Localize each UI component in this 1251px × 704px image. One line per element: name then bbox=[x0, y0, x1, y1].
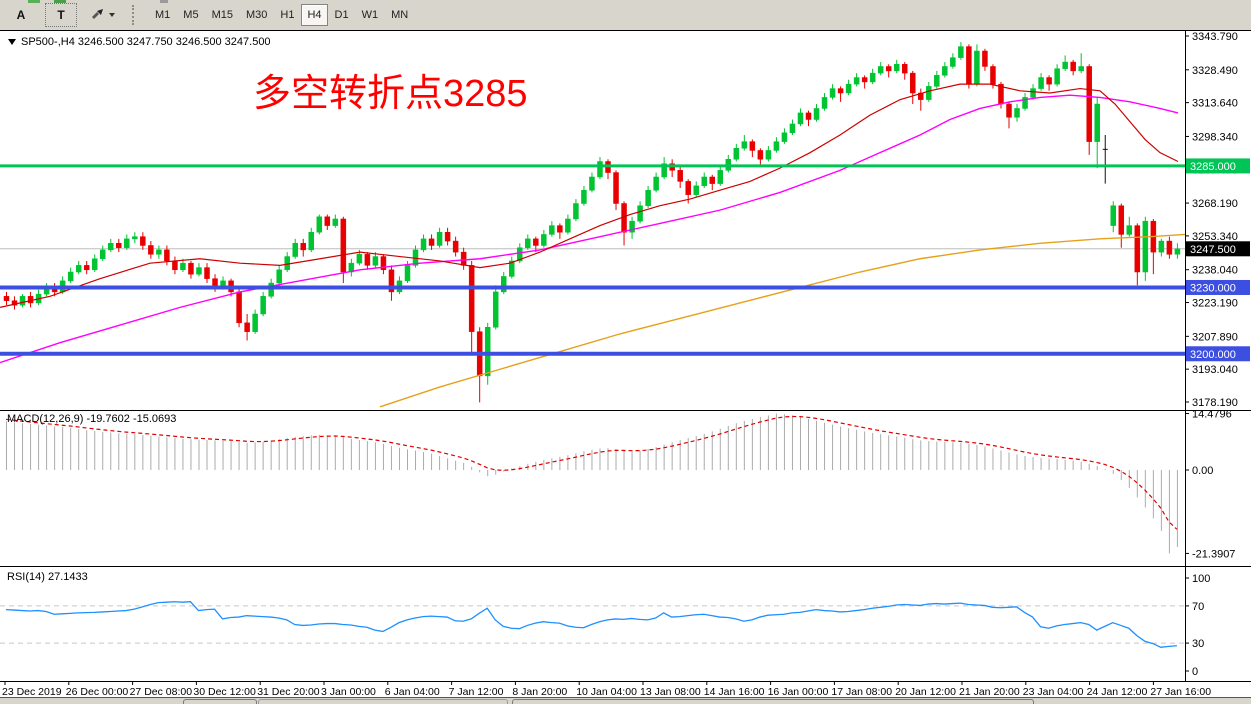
svg-text:16 Jan 00:00: 16 Jan 00:00 bbox=[768, 686, 829, 698]
svg-text:10 Jan 04:00: 10 Jan 04:00 bbox=[576, 686, 637, 698]
timeframe-button-M30[interactable]: M30 bbox=[245, 9, 268, 21]
svg-text:14.4796: 14.4796 bbox=[1192, 409, 1232, 421]
timeframe-button-M5[interactable]: M5 bbox=[183, 9, 199, 21]
arrows-icon bbox=[90, 8, 106, 22]
chart-tab[interactable] bbox=[512, 699, 1034, 704]
chart-tab[interactable] bbox=[183, 699, 257, 704]
svg-text:3298.340: 3298.340 bbox=[1192, 131, 1238, 143]
svg-text:3223.190: 3223.190 bbox=[1192, 298, 1238, 310]
svg-text:30: 30 bbox=[1192, 638, 1204, 650]
arrows-tool-button[interactable] bbox=[85, 3, 120, 27]
chart-text-annotation[interactable]: 多空转折点3285 bbox=[253, 73, 528, 115]
chart-header-text: SP500-,H4 3246.500 3247.750 3246.500 324… bbox=[21, 36, 271, 48]
svg-text:100: 100 bbox=[1192, 573, 1210, 585]
svg-text:20 Jan 12:00: 20 Jan 12:00 bbox=[895, 686, 956, 698]
svg-text:13 Jan 08:00: 13 Jan 08:00 bbox=[640, 686, 701, 698]
svg-text:3238.040: 3238.040 bbox=[1192, 265, 1238, 277]
timeframe-button-MN[interactable]: MN bbox=[391, 9, 409, 21]
svg-text:27 Dec 08:00: 27 Dec 08:00 bbox=[130, 686, 193, 698]
toolbar-grip bbox=[132, 5, 139, 25]
chart-tab[interactable] bbox=[258, 699, 508, 704]
svg-text:24 Jan 12:00: 24 Jan 12:00 bbox=[1087, 686, 1148, 698]
svg-text:7 Jan 12:00: 7 Jan 12:00 bbox=[449, 686, 504, 698]
dropdown-caret-icon bbox=[109, 13, 115, 17]
svg-text:3193.040: 3193.040 bbox=[1192, 364, 1238, 376]
timeframe-button-M1[interactable]: M1 bbox=[155, 9, 171, 21]
cutoff-toolbar-remnant bbox=[54, 0, 66, 3]
svg-text:3207.890: 3207.890 bbox=[1192, 331, 1238, 343]
svg-text:3178.190: 3178.190 bbox=[1192, 397, 1238, 409]
timeframe-button-group: M1 M5 M15 M30 H1 H4 D1 W1 MN bbox=[149, 4, 415, 26]
svg-text:21 Jan 20:00: 21 Jan 20:00 bbox=[959, 686, 1020, 698]
chart-toolbar: A T M1 M5 M15 M30 H1 H4 D1 W1 MN bbox=[0, 0, 1251, 31]
svg-text:3 Jan 00:00: 3 Jan 00:00 bbox=[321, 686, 376, 698]
chart-tabs-strip bbox=[0, 697, 1251, 704]
timeframe-button-D1[interactable]: D1 bbox=[334, 9, 349, 21]
svg-text:3268.190: 3268.190 bbox=[1192, 198, 1238, 210]
text-label-tool-button[interactable]: A bbox=[16, 8, 26, 22]
svg-text:26 Dec 00:00: 26 Dec 00:00 bbox=[66, 686, 129, 698]
svg-text:31 Dec 20:00: 31 Dec 20:00 bbox=[257, 686, 320, 698]
price-axis: 3343.7903328.4903313.6403298.3403283.490… bbox=[1185, 31, 1250, 678]
svg-text:27 Jan 16:00: 27 Jan 16:00 bbox=[1150, 686, 1211, 698]
svg-text:0: 0 bbox=[1192, 666, 1198, 678]
svg-text:30 Dec 12:00: 30 Dec 12:00 bbox=[193, 686, 256, 698]
svg-text:70: 70 bbox=[1192, 601, 1204, 613]
svg-text:3328.490: 3328.490 bbox=[1192, 65, 1238, 77]
svg-text:23 Dec 2019: 23 Dec 2019 bbox=[2, 686, 62, 698]
cutoff-toolbar-remnant bbox=[28, 0, 40, 3]
svg-text:17 Jan 08:00: 17 Jan 08:00 bbox=[831, 686, 892, 698]
svg-text:-21.3907: -21.3907 bbox=[1192, 548, 1235, 560]
svg-text:3253.340: 3253.340 bbox=[1192, 231, 1238, 243]
rsi-indicator-label: RSI(14) 27.1433 bbox=[7, 571, 88, 583]
svg-text:3230.000: 3230.000 bbox=[1190, 282, 1236, 294]
svg-text:3247.500: 3247.500 bbox=[1190, 244, 1236, 256]
cutoff-toolbar-remnant bbox=[160, 0, 168, 3]
svg-text:3285.000: 3285.000 bbox=[1190, 161, 1236, 173]
svg-text:6 Jan 04:00: 6 Jan 04:00 bbox=[385, 686, 440, 698]
text-tool-button[interactable]: T bbox=[45, 3, 77, 27]
svg-text:3200.000: 3200.000 bbox=[1190, 349, 1236, 361]
svg-text:0.00: 0.00 bbox=[1192, 465, 1213, 477]
timeframe-button-M15[interactable]: M15 bbox=[211, 9, 233, 21]
svg-text:23 Jan 04:00: 23 Jan 04:00 bbox=[1023, 686, 1084, 698]
collapse-triangle-icon[interactable] bbox=[8, 39, 16, 45]
chart-ohlc-header: SP500-,H4 3246.500 3247.750 3246.500 324… bbox=[8, 36, 271, 48]
svg-text:8 Jan 20:00: 8 Jan 20:00 bbox=[512, 686, 567, 698]
timeframe-button-H4[interactable]: H4 bbox=[301, 4, 328, 26]
svg-text:3313.640: 3313.640 bbox=[1192, 98, 1238, 110]
macd-histogram bbox=[6, 413, 1178, 554]
timeframe-button-W1[interactable]: W1 bbox=[361, 9, 379, 21]
timeframe-button-H1[interactable]: H1 bbox=[280, 9, 295, 21]
macd-indicator-label: MACD(12,26,9) -19.7602 -15.0693 bbox=[7, 413, 177, 425]
svg-text:14 Jan 16:00: 14 Jan 16:00 bbox=[704, 686, 765, 698]
time-axis: 23 Dec 2019 26 Dec 00:00 27 Dec 08:00 30 De… bbox=[2, 681, 1211, 698]
chart-canvas[interactable]: 3343.7903328.4903313.6403298.3403283.490… bbox=[0, 30, 1251, 704]
svg-text:3343.790: 3343.790 bbox=[1192, 31, 1238, 43]
